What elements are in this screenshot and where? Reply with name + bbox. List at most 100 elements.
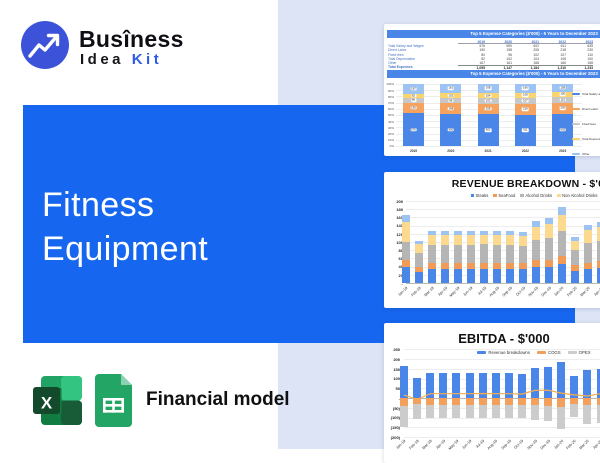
- opex-bar: [544, 406, 552, 421]
- bar-segment: 218: [515, 104, 536, 115]
- gridline: [404, 369, 600, 370]
- stacked-bar: [480, 231, 488, 283]
- y-axis-tick-label: 250: [384, 347, 400, 352]
- y-axis-tick-label: 50%: [384, 113, 394, 117]
- y-axis-tick-label: 150: [384, 367, 400, 372]
- brand-word-business: Busîness: [79, 26, 184, 53]
- bar-segment: 611: [515, 115, 536, 146]
- bar-segment: 158: [552, 84, 573, 92]
- stacked-bar: [506, 231, 514, 283]
- bar-segment: [584, 225, 592, 230]
- footer-label: Financial model: [146, 389, 290, 411]
- excel-icon: X: [31, 374, 84, 427]
- x-axis-year-label: 2022: [515, 149, 536, 153]
- bar-segment-value-label: 108: [522, 94, 529, 97]
- cogs-bar: [531, 398, 539, 405]
- brand-logo-circle: [21, 21, 69, 69]
- bar-segment: 190: [403, 103, 424, 114]
- expense-total-cell: 1,147: [485, 65, 512, 69]
- opex-bar: [413, 404, 421, 420]
- y-axis-tick-label: 70%: [384, 101, 394, 105]
- legend-label: Other: [582, 152, 590, 156]
- google-sheets-icon: [95, 374, 132, 427]
- bar-segment: [519, 269, 527, 283]
- cogs-bar: [479, 398, 487, 405]
- gridline: [396, 146, 582, 147]
- y-axis-tick-label: 100: [384, 376, 400, 381]
- y-axis-tick-label: -: [384, 281, 403, 286]
- bar-segment-value-label: 102: [447, 94, 454, 97]
- opex-bar: [439, 405, 447, 419]
- x-axis-month-label: May-19: [449, 286, 461, 298]
- bar-segment: [415, 267, 423, 272]
- x-axis-month-label: Jan-19: [398, 286, 409, 297]
- gridline: [404, 359, 600, 360]
- x-axis-month-label: Jul-19: [475, 439, 485, 449]
- bar-segment: [480, 235, 488, 245]
- bar-segment: [454, 235, 462, 245]
- opex-bar: [400, 406, 408, 427]
- bar-segment-value-label: 80: [411, 99, 416, 102]
- cogs-bar: [544, 398, 552, 406]
- bar-segment: [493, 263, 501, 269]
- y-axis-tick-label: 200: [384, 199, 403, 204]
- bar-segment: [519, 232, 527, 236]
- opex-bar: [426, 405, 434, 419]
- bar-segment: [428, 245, 436, 263]
- bar-segment: [519, 263, 527, 269]
- bar-segment-value-label: 167: [410, 87, 417, 90]
- y-axis-tick-label: 20: [384, 273, 403, 278]
- bar-segment-value-label: 635: [559, 128, 566, 131]
- bar-segment-value-label: 82: [411, 94, 416, 97]
- bar-segment: [441, 231, 449, 235]
- bar-segment: 96: [440, 98, 461, 103]
- y-axis-tick-label: 80: [384, 248, 403, 253]
- opex-bar: [570, 404, 578, 417]
- y-axis-tick-label: 90%: [384, 89, 394, 93]
- svg-text:X: X: [41, 394, 53, 413]
- bar-segment: [480, 269, 488, 283]
- stacked-bar: [584, 225, 592, 283]
- revenue-bar: [583, 370, 591, 398]
- revenue-bar: [466, 373, 474, 398]
- bar-segment: [467, 263, 475, 269]
- bar-segment: 102: [478, 98, 499, 103]
- bar-segment: [467, 231, 475, 235]
- gridline: [406, 209, 600, 210]
- x-axis-month-label: Jun-19: [463, 286, 474, 297]
- bar-segment-value-label: 110: [559, 98, 565, 101]
- legend-item: Other: [572, 152, 590, 156]
- stacked-bar: [519, 232, 527, 283]
- x-axis-month-label: Mar-20: [579, 286, 590, 297]
- opex-bar: [557, 407, 565, 429]
- x-axis-month-label: Jan-20: [553, 439, 564, 450]
- bar-segment-value-label: 161: [447, 87, 454, 90]
- revenue-bar: [531, 368, 539, 398]
- bar-segment: 168: [478, 84, 499, 93]
- opex-bar: [583, 405, 591, 424]
- bar-segment: 230: [552, 103, 573, 115]
- stacked-bar: [467, 231, 475, 283]
- bar-segment-value-label: 590: [447, 128, 454, 131]
- x-axis-month-label: Jan-19: [396, 439, 407, 450]
- gridline: [406, 217, 600, 218]
- x-axis-month-label: Jan-20: [554, 286, 565, 297]
- legend-item: Total Depreciation: [572, 137, 600, 141]
- opex-bar: [597, 405, 600, 423]
- bar-segment-value-label: 168: [485, 87, 492, 90]
- cogs-bar: [400, 398, 408, 406]
- brand-word-kit-text: Kit: [132, 51, 163, 68]
- revenue-bar: [597, 369, 600, 398]
- cogs-bar: [597, 398, 600, 405]
- revenue-bar: [570, 376, 578, 398]
- gridline: [406, 226, 600, 227]
- y-axis-tick-label: 0%: [384, 144, 394, 148]
- bar-segment: [441, 269, 449, 283]
- cogs-bar: [583, 398, 591, 405]
